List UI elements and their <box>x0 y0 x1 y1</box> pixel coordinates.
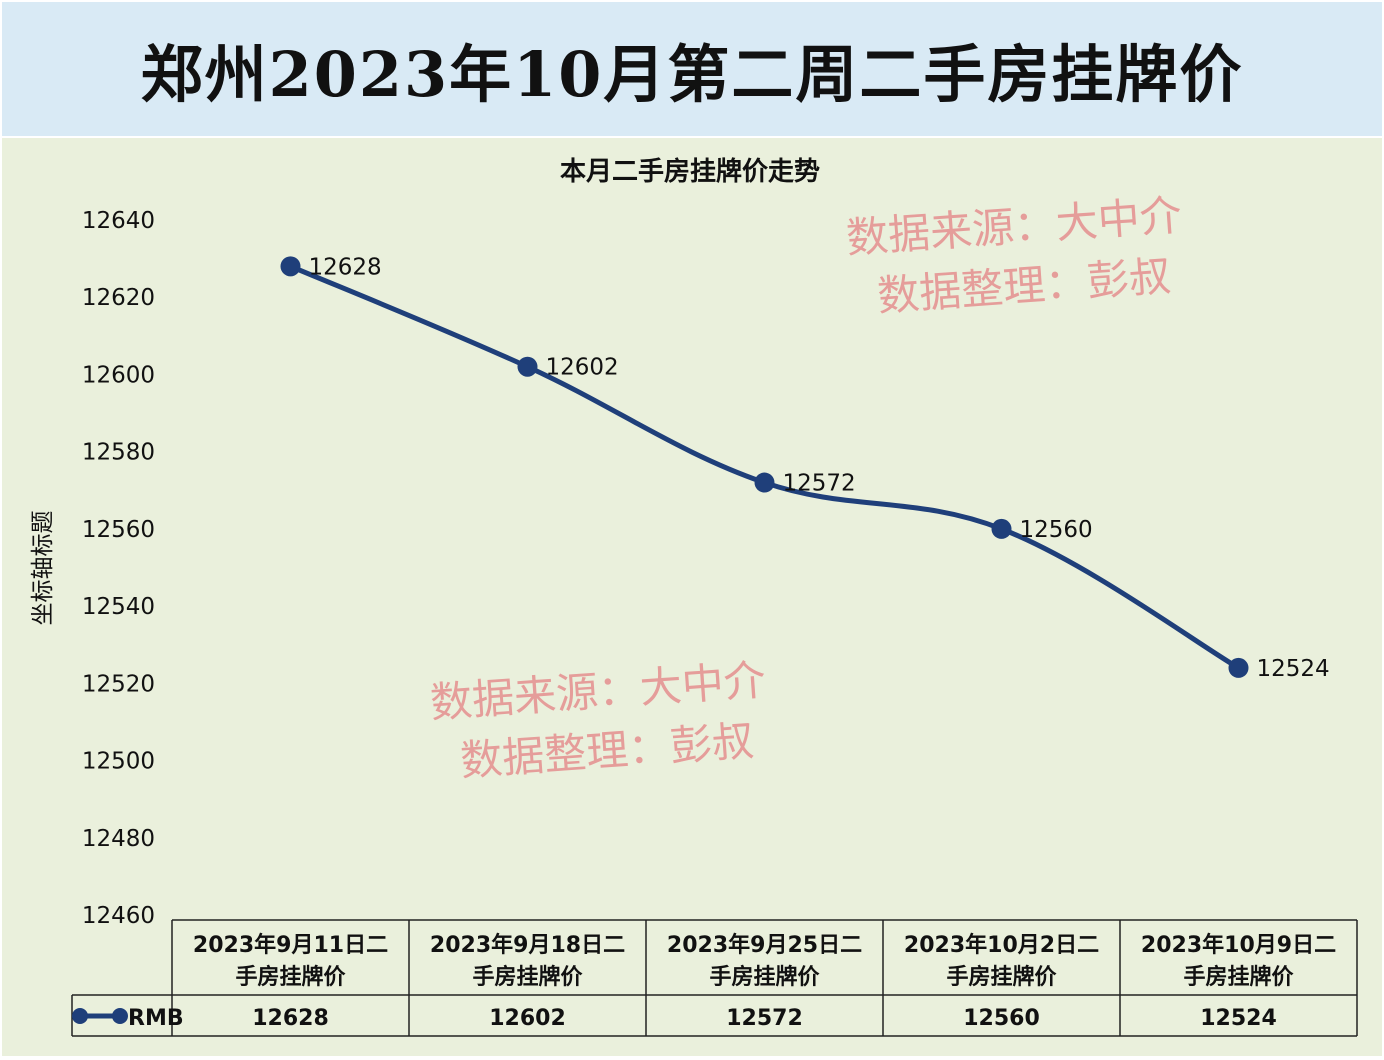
data-label: 12560 <box>1020 517 1093 543</box>
y-tick-label: 12480 <box>82 826 155 852</box>
watermark-line: 数据来源：大中介 <box>429 655 768 727</box>
y-axis-title: 坐标轴标题 <box>30 511 56 626</box>
title-banner: 郑州2023年10月第二周二手房挂牌价 <box>2 2 1382 136</box>
series-line-rmb <box>288 263 1241 671</box>
y-tick-label: 12640 <box>82 208 155 234</box>
plot-background <box>2 138 1382 1056</box>
data-point <box>754 472 775 493</box>
x-category-label: 2023年10月9日二 <box>1141 932 1336 958</box>
y-tick-label: 12540 <box>82 594 155 620</box>
legend-marker <box>112 1008 128 1024</box>
x-category-label: 手房挂牌价 <box>946 964 1057 990</box>
table-value: 12602 <box>489 1006 566 1031</box>
x-category-label: 2023年9月11日二 <box>193 932 388 958</box>
table-value: 12560 <box>963 1006 1040 1031</box>
data-label: 12628 <box>309 254 382 280</box>
data-label: 12524 <box>1257 656 1330 682</box>
watermark-line: 数据整理：彭叔 <box>876 251 1173 320</box>
y-tick-label: 12500 <box>82 749 155 775</box>
x-category-label: 2023年9月25日二 <box>667 932 862 958</box>
data-label: 12602 <box>546 355 619 381</box>
data-label: 12572 <box>783 471 856 497</box>
data-point <box>991 518 1012 539</box>
banner-title: 郑州2023年10月第二周二手房挂牌价 <box>140 38 1244 111</box>
x-category-label: 手房挂牌价 <box>709 964 820 990</box>
x-category-label: 手房挂牌价 <box>1183 964 1294 990</box>
x-category-label: 手房挂牌价 <box>235 964 346 990</box>
legend-marker <box>72 1008 88 1024</box>
y-tick-label: 12460 <box>82 903 155 929</box>
chart-title: 本月二手房挂牌价走势 <box>560 156 820 187</box>
y-tick-label: 12620 <box>82 285 155 311</box>
table-value: 12572 <box>726 1006 803 1031</box>
data-point <box>517 356 538 377</box>
table-value: 12628 <box>252 1006 329 1031</box>
y-tick-label: 12580 <box>82 440 155 466</box>
legend-label: RMB <box>128 1006 184 1031</box>
x-category-label: 2023年9月18日二 <box>430 932 625 958</box>
watermark-line: 数据整理：彭叔 <box>459 716 756 785</box>
data-point <box>280 256 301 277</box>
table-value: 12524 <box>1200 1006 1277 1031</box>
x-category-label: 手房挂牌价 <box>472 964 583 990</box>
y-tick-label: 12600 <box>82 362 155 388</box>
y-tick-label: 12520 <box>82 671 155 697</box>
y-tick-label: 12560 <box>82 517 155 543</box>
data-point <box>1228 657 1249 678</box>
x-category-label: 2023年10月2日二 <box>904 932 1099 958</box>
watermark-line: 数据来源：大中介 <box>845 190 1184 262</box>
